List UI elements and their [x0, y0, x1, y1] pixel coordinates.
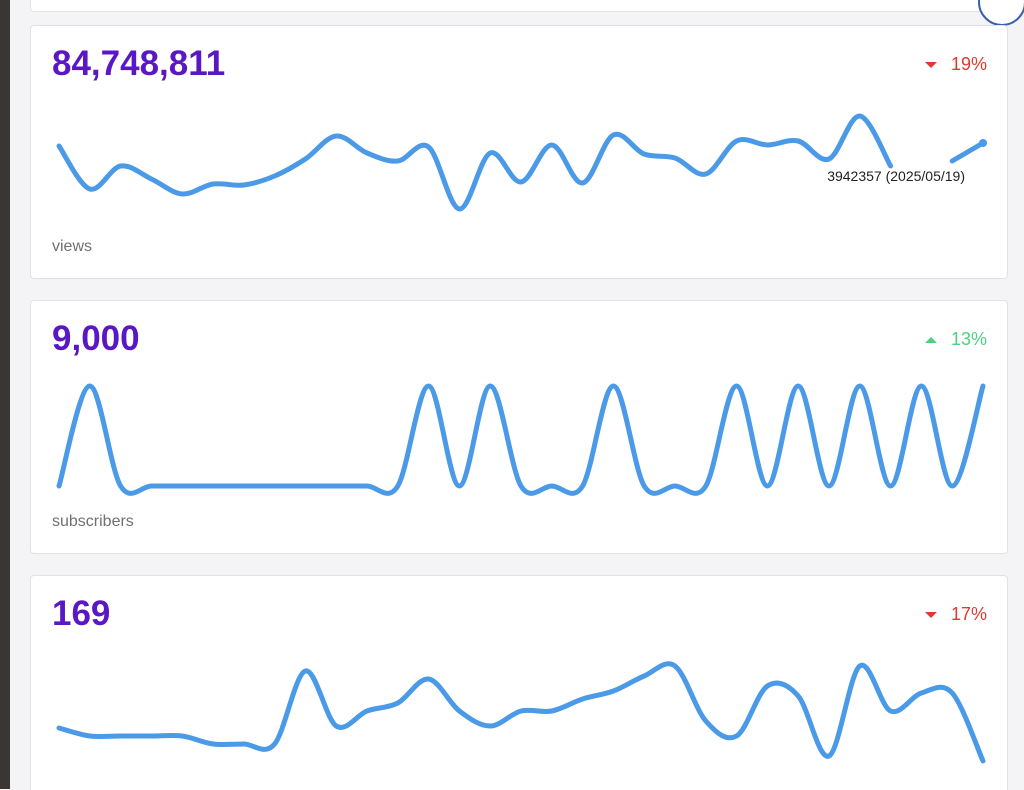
- tooltip: 3942357 (2025/05/19): [827, 168, 965, 184]
- change: 17%: [924, 604, 987, 625]
- stat-value: 9,000: [52, 319, 140, 358]
- change-value: 19%: [950, 54, 987, 74]
- stat-card: 169 17%: [30, 575, 1008, 790]
- metric-label: views: [52, 238, 93, 255]
- avatar-button[interactable]: [978, 0, 1024, 26]
- background-strip: [0, 0, 10, 789]
- card: [30, 0, 1008, 12]
- stat-card: 84,748,811 19% views 3942357 (2025/05/19): [30, 25, 1008, 279]
- metric-label: subscribers: [52, 513, 134, 530]
- sparkline-line: [56, 383, 986, 496]
- trend-icon: [924, 612, 937, 619]
- stat-card: 9,000 13% subscribers: [30, 300, 1008, 554]
- stat-value: 169: [52, 594, 111, 633]
- sparkline: [56, 383, 986, 496]
- sparkline-line: [949, 140, 986, 164]
- change: 13%: [924, 329, 987, 350]
- hover-point: [979, 139, 987, 147]
- trend-icon: [924, 337, 937, 344]
- trend-icon: [924, 62, 937, 69]
- stat-value: 84,748,811: [52, 44, 226, 83]
- change: 19%: [924, 54, 987, 75]
- change-value: 17%: [950, 604, 987, 624]
- change-value: 13%: [950, 329, 987, 349]
- sparkline: [56, 661, 986, 764]
- sparkline-line: [56, 113, 894, 212]
- sparkline: 3942357 (2025/05/19): [56, 113, 987, 212]
- sparkline-line: [56, 661, 986, 764]
